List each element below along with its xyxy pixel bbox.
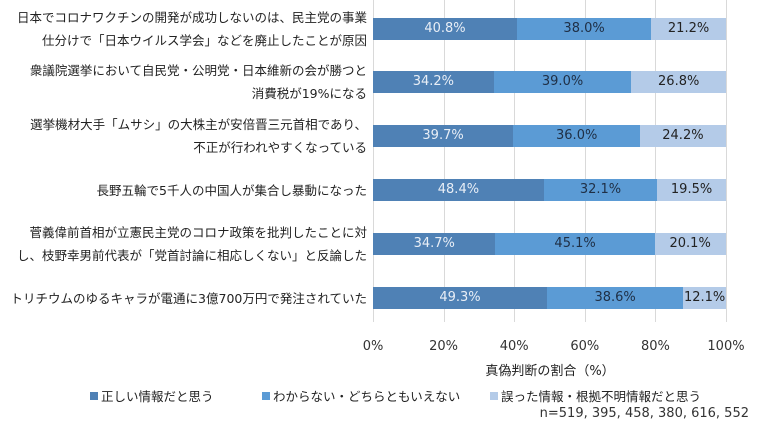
x-tick-label: 40% [499,339,529,354]
x-tick-label: 80% [640,339,670,354]
category-label-line: トリチウムのゆるキャラが電通に3億700万円で発注されていた [10,290,367,306]
category-label-line: し、枝野幸男前代表が「党首討論に相応しくない」と反論した [16,248,367,263]
category-label-line: 日本でコロナワクチンの開発が成功しないのは、民主党の事業 [16,10,367,25]
legend-item: 誤った情報・根拠不明情報だと思う [490,386,701,405]
gridline [443,0,445,322]
data-label: 40.8% [424,21,466,36]
bar-segment [493,71,632,93]
data-label: 34.2% [412,74,455,89]
data-label: 21.2% [667,21,710,36]
legend-label: 誤った情報・根拠不明情報だと思う [501,389,702,404]
gridline [514,0,516,322]
sample-size-note: n=519, 395, 458, 380, 616, 552 [539,406,749,421]
legend-item: わからない・どちらともいえない [262,386,460,405]
gridline [373,0,374,322]
x-tick-label: 20% [429,339,459,354]
category-label-line: 消費税が19%になる [251,86,367,101]
gridline [655,0,657,322]
bar-segment [373,287,548,309]
legend-label: 正しい情報だと思う [101,389,214,404]
bar-segment [373,233,496,255]
gridline [584,0,586,322]
legend-swatch [490,391,498,400]
category-label-line: 仕分けで「日本ウイルス学会」などを廃止したことが原因 [41,33,367,48]
data-label: 32.1% [579,182,622,197]
data-label: 39.0% [541,74,584,89]
category-label: 選挙機材大手「ムサシ」の大株主が安倍晋三元首相であり、不正が行われやすくなってい… [0,113,367,159]
bar-segment [373,179,544,201]
category-label: 衆議院選挙において自民党・公明党・日本維新の会が勝つと消費税が19%になる [0,59,367,105]
bar-segment [513,125,641,147]
bar-segment [683,287,726,309]
legend-item: 正しい情報だと思う [90,386,214,405]
category-label: トリチウムのゆるキャラが電通に3億700万円で発注されていた [0,287,367,310]
bar-segment [640,125,726,147]
data-label: 39.7% [422,128,464,143]
x-tick-label: 60% [570,339,600,354]
bar-segment [495,233,655,255]
bar-segment [517,18,652,40]
category-label: 長野五輪で5千人の中国人が集合し暴動になった [0,179,367,202]
bar-segment [373,18,518,40]
data-label: 45.1% [554,236,596,251]
data-label: 34.7% [413,236,455,251]
bar-segment [654,233,726,255]
legend-label: わからない・どちらともいえない [273,389,461,404]
data-label: 49.3% [439,290,481,305]
category-label: 菅義偉前首相が立憲民主党のコロナ政策を批判したことに対し、枝野幸男前代表が「党首… [0,221,367,267]
legend-swatch [262,391,270,400]
data-label: 19.5% [670,182,713,197]
data-label: 26.8% [658,74,700,89]
bar-segment [631,71,726,93]
category-label: 日本でコロナワクチンの開発が成功しないのは、民主党の事業仕分けで「日本ウイルス学… [0,6,367,52]
data-label: 12.1% [683,290,726,305]
category-label-line: 菅義偉前首相が立憲民主党のコロナ政策を批判したことに対 [29,225,367,240]
category-label-line: 選挙機材大手「ムサシ」の大株主が安倍晋三元首相であり、 [30,117,367,132]
bar-segment [373,71,494,93]
x-tick-label: 0% [362,339,384,354]
bar-segment [373,125,514,147]
category-label-line: 長野五輪で5千人の中国人が集合し暴動になった [96,182,367,198]
data-label: 36.0% [556,128,598,143]
data-label: 48.4% [437,182,480,197]
bar-segment [543,179,658,201]
legend-swatch [90,391,98,400]
bar-segment [657,179,726,201]
bar-segment [651,18,726,40]
x-axis-title: 真偽判断の割合（%） [485,364,615,379]
data-label: 20.1% [669,236,711,251]
category-label-line: 不正が行われやすくなっている [193,140,367,155]
data-label: 24.2% [662,128,704,143]
gridline [726,0,727,322]
data-label: 38.6% [594,290,636,305]
x-tick-label: 100% [707,339,745,354]
category-label-line: 衆議院選挙において自民党・公明党・日本維新の会が勝つと [29,63,367,78]
data-label: 38.0% [563,21,605,36]
bar-segment [547,287,684,309]
